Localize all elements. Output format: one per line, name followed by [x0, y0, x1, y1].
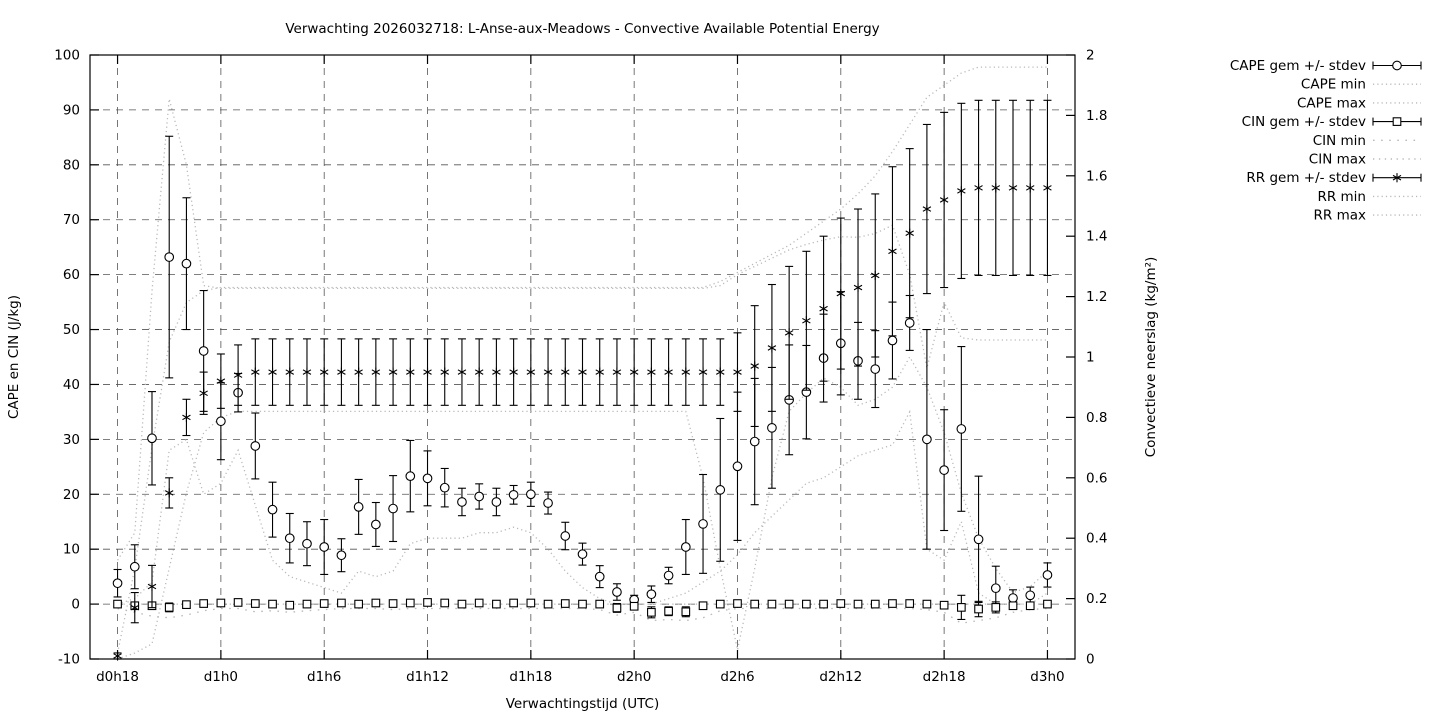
y-axis-label-left: CAPE en CIN (J/kg)	[6, 295, 22, 419]
x-tick-label: d0h18	[96, 669, 139, 685]
y-right-tick-label: 1.8	[1086, 108, 1107, 124]
legend-label: CAPE max	[1297, 95, 1366, 111]
legend-sample-errorbar	[1372, 60, 1422, 71]
legend-entry: CIN min	[1313, 133, 1421, 149]
y-right-tick-label: 1.2	[1086, 289, 1107, 305]
legend-entry: RR gem +/- stdev	[1246, 170, 1422, 186]
y-right-tick-label: 1.4	[1086, 229, 1107, 245]
y-left-tick-label: 10	[63, 542, 80, 558]
legend-entry: CAPE min	[1301, 77, 1421, 93]
rr_mean-series	[113, 99, 1052, 661]
rr_min-line	[117, 355, 1048, 660]
legend-label: RR min	[1317, 189, 1366, 205]
cin_mean-series	[113, 594, 1052, 621]
legend-label: CIN min	[1313, 133, 1366, 149]
x-tick-label: d1h6	[307, 669, 341, 685]
x-tick-label: d2h6	[720, 669, 754, 685]
tick-labels: -10 0 10 20 30 40 50 60 70 80 90 100 0 0.2 0.4 0.6 0.8 1 1…	[54, 48, 1107, 686]
y-right-tick-label: 1	[1086, 350, 1095, 366]
y-left-tick-label: 20	[63, 487, 80, 503]
chart-title: Verwachting 2026032718: L-Anse-aux-Meado…	[285, 21, 879, 37]
legend-label: CIN gem +/- stdev	[1242, 114, 1366, 130]
x-tick-label: d1h12	[406, 669, 449, 685]
cape_max-line	[117, 98, 1048, 561]
legend-label: CIN max	[1309, 152, 1366, 168]
legend: CAPE gem +/- stdev CAPE min CAPE max CIN ge…	[1230, 58, 1422, 224]
y-left-tick-label: -10	[58, 652, 80, 668]
y-left-tick-label: 70	[63, 212, 80, 228]
x-tick-label: d2h18	[923, 669, 966, 685]
x-tick-label: d1h18	[509, 669, 552, 685]
y-right-tick-label: 0.6	[1086, 470, 1107, 486]
cin_min-line	[117, 607, 1048, 624]
cape_mean-series	[112, 135, 1053, 611]
y-right-tick-label: 0	[1086, 652, 1095, 668]
y-left-tick-label: 30	[63, 432, 80, 448]
x-tick-label: d2h12	[819, 669, 862, 685]
y-right-tick-label: 0.4	[1086, 531, 1107, 547]
y-left-tick-label: 90	[63, 102, 80, 118]
y-left-tick-label: 100	[54, 48, 80, 64]
x-axis-label: Verwachtingstijd (UTC)	[506, 696, 660, 712]
legend-sample-errorbar	[1372, 117, 1422, 126]
x-tick-label: d1h0	[204, 669, 238, 685]
legend-entry: RR max	[1314, 208, 1421, 224]
y-left-tick-label: 50	[63, 322, 80, 338]
legend-label: RR max	[1314, 208, 1366, 224]
y-left-tick-label: 40	[63, 377, 80, 393]
legend-entry: RR min	[1317, 189, 1421, 205]
legend-label: RR gem +/- stdev	[1246, 170, 1366, 186]
plot-border	[89, 54, 1076, 660]
y-axis-label-right: Convectieve neerslag (kg/m²)	[1143, 257, 1159, 458]
y-left-tick-label: 0	[71, 597, 80, 613]
legend-label: CAPE gem +/- stdev	[1230, 58, 1366, 74]
legend-entry: CAPE max	[1297, 95, 1421, 111]
cape_min-line	[117, 409, 1048, 605]
x-tick-label: d3h0	[1030, 669, 1064, 685]
legend-label: CAPE min	[1301, 77, 1366, 93]
legend-sample-errorbar	[1372, 173, 1422, 183]
x-tick-label: d2h0	[617, 669, 651, 685]
y-left-tick-label: 60	[63, 267, 80, 283]
y-left-tick-label: 80	[63, 157, 80, 173]
y-right-tick-label: 2	[1086, 48, 1095, 64]
legend-entry: CAPE gem +/- stdev	[1230, 58, 1422, 74]
legend-entry: CIN gem +/- stdev	[1242, 114, 1422, 130]
y-right-tick-label: 1.6	[1086, 168, 1107, 184]
y-right-tick-label: 0.2	[1086, 591, 1107, 607]
legend-entry: CIN max	[1309, 152, 1421, 168]
y-right-tick-label: 0.8	[1086, 410, 1107, 426]
